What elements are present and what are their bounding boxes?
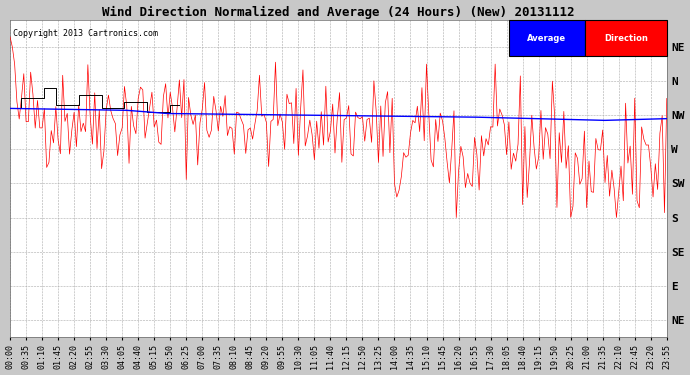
Text: Copyright 2013 Cartronics.com: Copyright 2013 Cartronics.com — [13, 29, 158, 38]
Text: Direction: Direction — [604, 33, 648, 42]
Text: Average: Average — [527, 33, 566, 42]
FancyBboxPatch shape — [584, 20, 667, 56]
Title: Wind Direction Normalized and Average (24 Hours) (New) 20131112: Wind Direction Normalized and Average (2… — [102, 6, 575, 19]
FancyBboxPatch shape — [509, 20, 584, 56]
